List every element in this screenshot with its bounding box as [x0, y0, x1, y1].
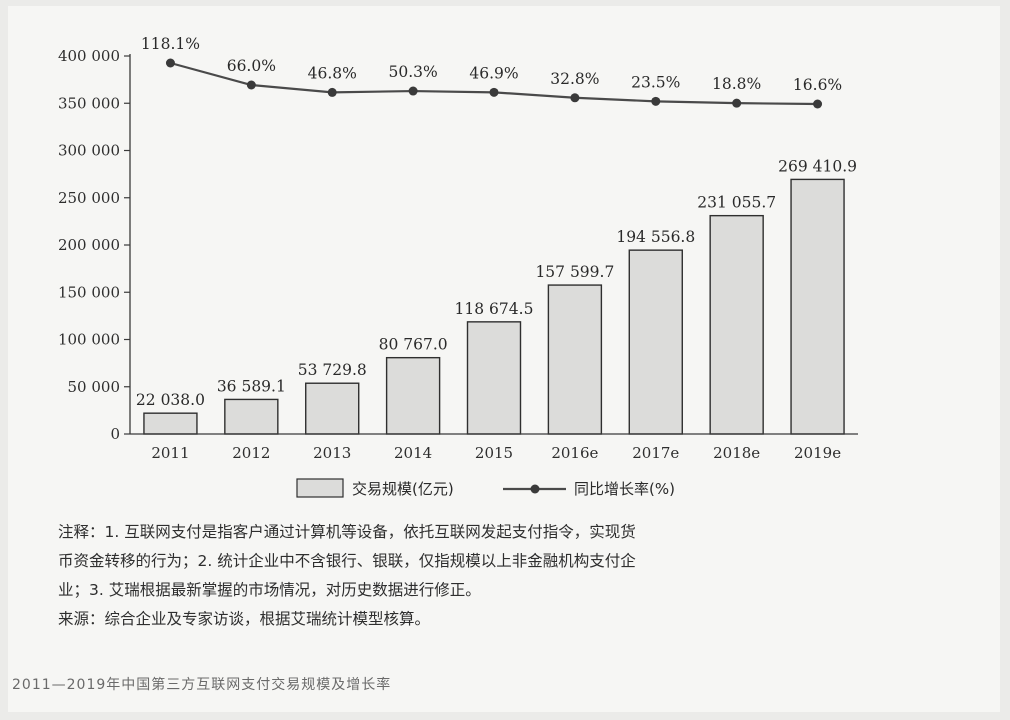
bar-value-label: 53 729.8 — [298, 361, 367, 379]
growth-rate-label: 118.1% — [141, 35, 200, 53]
source-line: 来源：综合企业及专家访谈，根据艾瑞统计模型核算。 — [58, 610, 431, 628]
x-tick-label: 2019e — [794, 444, 841, 462]
x-tick-label: 2017e — [632, 444, 679, 462]
growth-rate-label: 46.9% — [469, 64, 518, 82]
bar — [305, 382, 360, 435]
y-tick-label: 250 000 — [58, 189, 120, 207]
growth-rate-point — [408, 86, 418, 96]
growth-rate-point — [651, 96, 661, 106]
legend-line-marker — [530, 484, 540, 494]
bar — [385, 356, 441, 435]
growth-rate-point — [165, 58, 175, 68]
bar-value-label: 22 038.0 — [136, 391, 205, 409]
bar-value-label: 157 599.7 — [535, 263, 614, 281]
x-tick-label: 2013 — [313, 444, 351, 462]
legend-line-label: 同比增长率(%) — [574, 480, 675, 498]
growth-rate-label: 16.6% — [793, 76, 842, 94]
bar-value-label: 118 674.5 — [455, 300, 534, 318]
bar-value-label: 194 556.8 — [616, 228, 695, 246]
bar-value-label: 80 767.0 — [379, 336, 448, 354]
bar-value-label: 231 055.7 — [697, 194, 776, 212]
growth-rate-point — [246, 80, 256, 90]
y-tick-label: 350 000 — [58, 94, 120, 112]
note-line-3: 业；3. 艾瑞根据最新掌握的市场情况，对历史数据进行修正。 — [58, 581, 481, 599]
x-tick-label: 2011 — [151, 444, 189, 462]
y-tick-label: 200 000 — [58, 236, 120, 254]
growth-rate-point — [732, 98, 742, 108]
growth-rate-point — [813, 99, 823, 109]
growth-rate-point — [489, 87, 499, 97]
growth-rate-label: 66.0% — [227, 57, 276, 75]
y-tick-label: 150 000 — [58, 283, 120, 301]
legend-bar-swatch — [296, 478, 344, 498]
y-tick-label: 300 000 — [58, 142, 120, 160]
y-tick-label: 0 — [110, 425, 120, 443]
growth-rate-label: 46.8% — [308, 64, 357, 82]
bar — [709, 214, 764, 435]
x-tick-label: 2015 — [475, 444, 513, 462]
bar — [466, 321, 522, 435]
bar-value-label: 269 410.9 — [778, 157, 857, 175]
x-tick-label: 2018e — [713, 444, 760, 462]
growth-rate-label: 32.8% — [550, 70, 599, 88]
note-line-1: 注释：1. 互联网支付是指客户通过计算机等设备，依托互联网发起支付指令，实现货 — [58, 523, 636, 541]
bar — [628, 249, 683, 435]
x-tick-label: 2016e — [551, 444, 598, 462]
figure-caption: 2011—2019年中国第三方互联网支付交易规模及增长率 — [12, 677, 392, 693]
bar — [790, 178, 845, 435]
bar — [547, 284, 603, 435]
x-tick-label: 2012 — [232, 444, 270, 462]
bar — [143, 412, 198, 435]
y-tick-label: 100 000 — [58, 331, 120, 349]
growth-rate-point — [570, 93, 580, 103]
growth-rate-label: 23.5% — [631, 73, 680, 91]
notes-block: 注释：1. 互联网支付是指客户通过计算机等设备，依托互联网发起支付指令，实现货 … — [58, 518, 958, 634]
growth-rate-point — [327, 87, 337, 97]
x-tick-label: 2014 — [394, 444, 432, 462]
y-tick-label: 50 000 — [68, 378, 121, 396]
y-tick-label: 400 000 — [58, 47, 120, 65]
chart: 0 50 000 100 000 150 000 200 000 250 000 300 0… — [58, 35, 858, 498]
growth-rate-label: 18.8% — [712, 75, 761, 93]
growth-rate-label: 50.3% — [388, 63, 437, 81]
legend-bar-label: 交易规模(亿元) — [352, 480, 454, 498]
bar-value-label: 36 589.1 — [217, 377, 286, 395]
note-line-2: 币资金转移的行为；2. 统计企业中不含银行、银联，仅指规模以上非金融机构支付企 — [58, 552, 636, 570]
bar — [224, 398, 279, 435]
